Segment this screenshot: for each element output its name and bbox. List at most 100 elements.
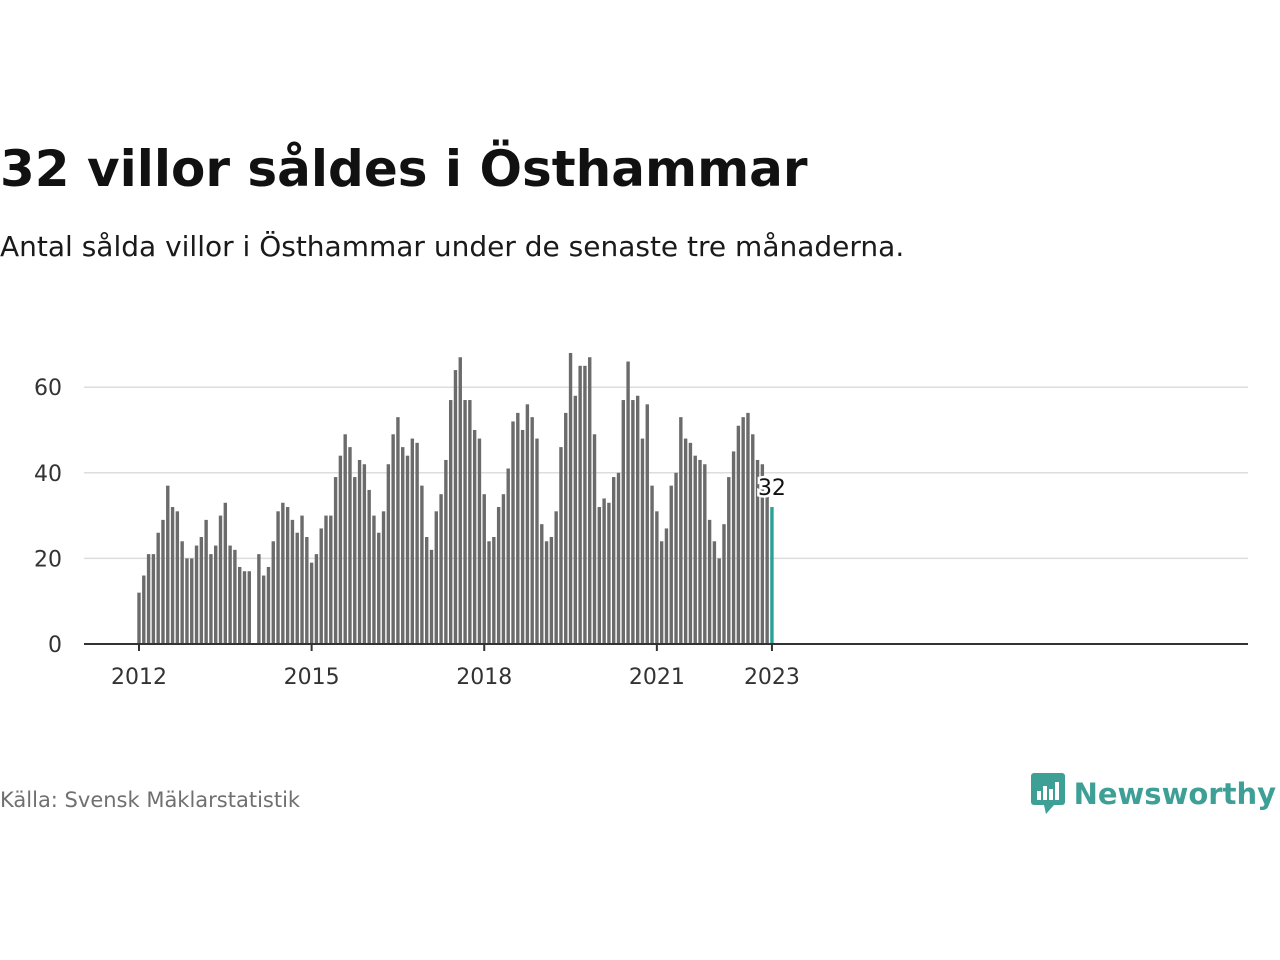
chart-title: 32 villor såldes i Östhammar	[0, 140, 808, 198]
bar	[146, 554, 151, 644]
bar	[731, 451, 736, 644]
bar	[434, 511, 438, 644]
bar	[683, 438, 688, 644]
bar	[166, 485, 170, 644]
bar	[190, 558, 194, 644]
x-tick-label: 2018	[456, 665, 512, 690]
bar	[535, 438, 539, 644]
bar	[492, 537, 496, 644]
bar	[482, 494, 486, 644]
bar	[242, 571, 247, 644]
bar	[621, 400, 625, 644]
bar	[664, 528, 669, 644]
bar	[420, 485, 424, 644]
bar	[276, 511, 280, 644]
x-axis: 2012 2015 2018 2021 2023	[84, 643, 1248, 690]
bar	[453, 370, 458, 644]
bar	[180, 541, 184, 644]
bar	[448, 400, 453, 644]
bar	[655, 511, 659, 644]
bar	[765, 494, 769, 644]
bar	[659, 541, 664, 644]
bar	[468, 400, 472, 644]
bar	[506, 468, 510, 644]
bar	[487, 541, 491, 644]
bar	[425, 537, 429, 644]
chart-subtitle: Antal sålda villor i Östhammar under de …	[0, 230, 905, 263]
bar	[751, 434, 755, 644]
bar	[520, 430, 525, 644]
bar	[693, 455, 697, 644]
y-tick-label: 0	[48, 633, 62, 658]
bar	[367, 489, 371, 644]
bars	[137, 352, 774, 644]
x-tick-label: 2015	[284, 665, 340, 690]
bar	[204, 519, 208, 644]
bar	[458, 357, 462, 644]
bar	[343, 434, 347, 644]
bar	[401, 447, 405, 644]
bar	[386, 464, 391, 644]
bar	[674, 472, 678, 644]
bar	[568, 352, 573, 644]
source-note: Källa: Svensk Mäklarstatistik	[0, 788, 301, 812]
bar-chart: 0 20 40 60 2012 2015 2018 2021 2023 32	[34, 352, 1248, 690]
bar	[712, 541, 717, 644]
bar	[266, 566, 271, 644]
bar	[631, 400, 635, 644]
bar	[214, 545, 218, 644]
y-axis-ticks: 0 20 40 60	[34, 376, 62, 658]
bar	[271, 541, 275, 644]
y-tick-label: 40	[34, 462, 62, 487]
bar	[597, 507, 602, 644]
bar	[741, 417, 745, 644]
bar	[309, 562, 314, 644]
bar	[444, 459, 448, 644]
bar	[511, 421, 515, 644]
bar	[559, 447, 563, 644]
bar	[736, 425, 741, 644]
bar	[305, 537, 309, 644]
bar	[410, 438, 415, 644]
bar	[439, 494, 443, 644]
bar	[564, 412, 568, 644]
bar	[314, 554, 319, 644]
bar	[650, 485, 654, 644]
newsworthy-logo-icon	[1030, 773, 1065, 814]
bar	[295, 532, 299, 644]
bar	[760, 464, 765, 644]
bar	[635, 395, 640, 644]
bar	[405, 455, 410, 644]
bar	[727, 477, 731, 644]
bar	[377, 532, 381, 644]
bar	[554, 511, 558, 644]
bar	[602, 498, 606, 644]
bar	[583, 365, 587, 644]
bar	[338, 455, 343, 644]
x-tick-label: 2012	[111, 665, 167, 690]
bar	[372, 515, 376, 644]
bar	[463, 400, 467, 644]
bar	[540, 524, 544, 644]
bar	[501, 494, 506, 644]
bar	[544, 541, 549, 644]
bar	[391, 434, 395, 644]
bar	[247, 571, 251, 644]
bar	[175, 511, 180, 644]
bar-highlight	[770, 507, 774, 644]
bar	[142, 575, 146, 644]
bar	[281, 502, 285, 644]
bar	[396, 417, 400, 644]
bar	[755, 459, 760, 644]
bar	[156, 532, 160, 644]
bar	[223, 502, 228, 644]
bar	[698, 459, 702, 644]
brand-logo: Newsworthy	[1030, 772, 1276, 816]
bar	[238, 566, 242, 644]
bar	[329, 515, 333, 644]
bar	[588, 357, 592, 644]
bar	[348, 447, 352, 644]
bar	[573, 395, 578, 644]
y-tick-label: 20	[34, 547, 62, 572]
bar	[151, 554, 156, 644]
